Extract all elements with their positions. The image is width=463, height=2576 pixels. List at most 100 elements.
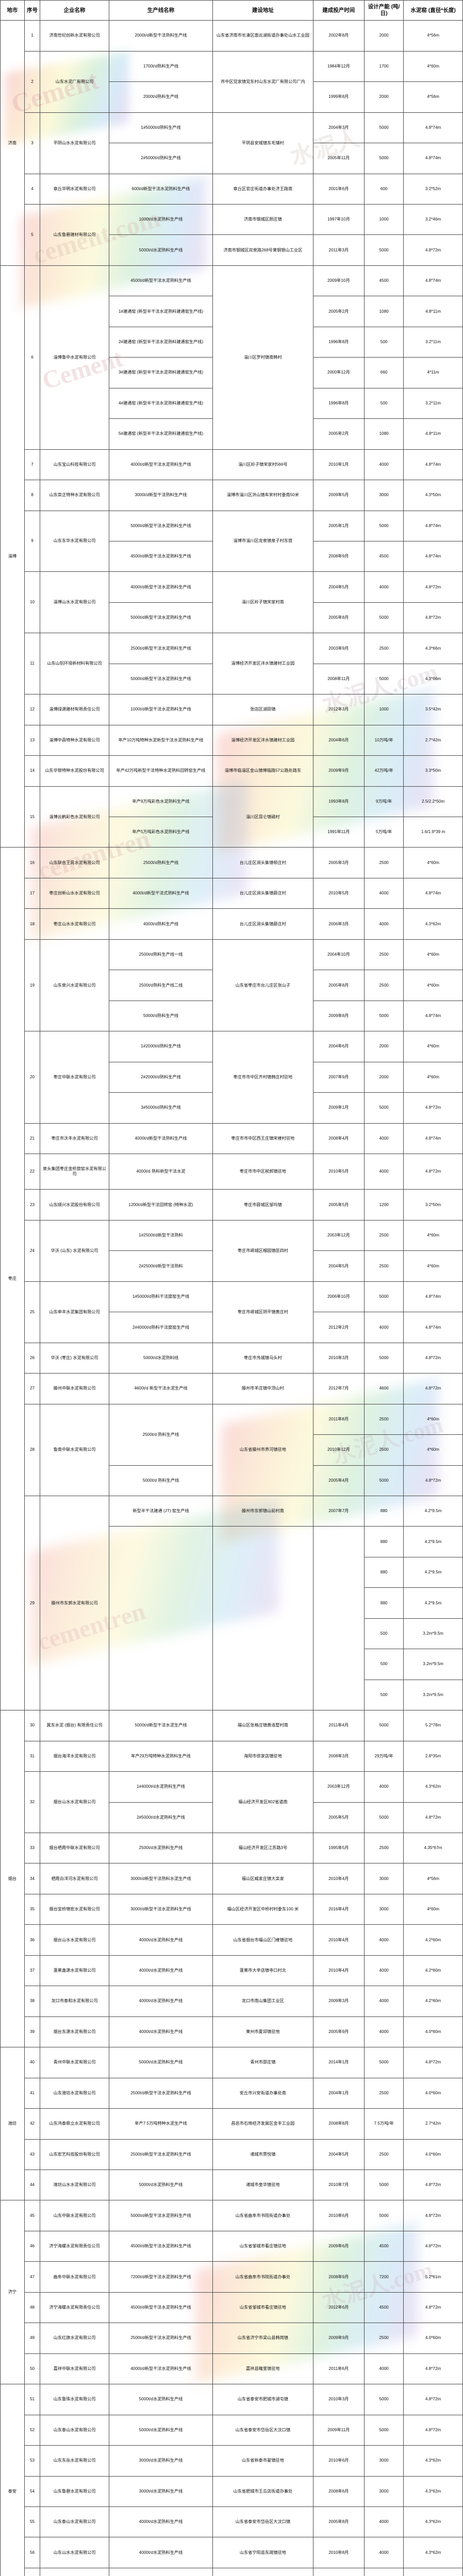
cell-kiln-size: 4*60m xyxy=(403,939,463,971)
cell-address: 山东省曲阜市书院街道办事处 xyxy=(212,2200,313,2231)
cell-address: 淄川区昆仑镇磁村 xyxy=(212,786,313,848)
cell-production-line: 4000t/d 熟料新型干法水泥 xyxy=(108,1154,213,1190)
cell-kiln-size: 4*60m xyxy=(403,1219,463,1251)
cell-index: 32 xyxy=(24,1771,41,1833)
cell-capacity: 2500 xyxy=(364,2323,404,2354)
cell-kiln-size: 4.8*72m xyxy=(403,2384,463,2415)
cell-commission-date: 2010年4月 xyxy=(312,1924,365,1956)
table-row: 44 潍坊山水水泥有限公司 5000t/d水泥熟料生产线 诸城市皇华镇驻地 2010年7… xyxy=(1,2169,463,2201)
cell-enterprise-name: 烟台海洋水泥有限公司 xyxy=(40,1740,109,1772)
cell-production-line: 2#2500t/d新型干法熟料 xyxy=(108,1250,213,1282)
cell-production-line: 年产10万吨特种水泥新型干法水泥熟料生产线 xyxy=(108,724,213,756)
cell-index: 47 xyxy=(24,2261,41,2293)
cell-production-line: 2500t/d新型干法水泥熟料生产线 xyxy=(108,2139,213,2170)
table-row: 880 4.2*9.5m xyxy=(1,1556,463,1588)
cell-commission-date: 2004年6月 xyxy=(312,1031,365,1062)
cell-commission-date: 2008年8月 xyxy=(312,2108,365,2140)
cell-address: 台儿庄区涧头集镇薛庄村 xyxy=(212,908,313,940)
cell-production-line: 5000t/d水泥熟料生产线 xyxy=(108,234,213,266)
header-production-line: 生产线名称 xyxy=(108,0,213,21)
cell-index: 31 xyxy=(24,1740,41,1772)
cell-kiln-size: 5.2*78m xyxy=(403,1710,463,1741)
cell-address: 昌邑市石埠经济发展区金丰工业园 xyxy=(212,2108,313,2140)
cell-enterprise-name: 华沃 (枣庄) 水泥有限公司 xyxy=(40,1342,109,1374)
cell-kiln-size: 4.8*72m xyxy=(403,2047,463,2078)
cell-address: 福山区臧家庄镇大栾家 xyxy=(212,1863,313,1894)
header-capacity: 设计产能 (吨/日) xyxy=(364,0,404,21)
cell-address: 淄博市临淄区金山镇博临路57公路处路东 xyxy=(212,755,313,787)
cell-kiln-size: 2.5/2.2*50m xyxy=(403,786,463,818)
table-row: 50 嘉祥中联水泥有限公司 4000t/d新型干法水泥熟料生产线 嘉祥县疃里镇驻地 20… xyxy=(1,2353,463,2385)
cell-kiln-size: 4.8*74m xyxy=(403,112,463,144)
cell-index: 18 xyxy=(24,908,41,940)
cell-production-line: 2000t/d熟料生产线 xyxy=(108,81,213,113)
cell-capacity: 5000 xyxy=(364,2200,404,2231)
cell-production-line: 4000t/d水泥熟料生产线 xyxy=(108,2016,213,2048)
cell-capacity: 880 xyxy=(364,1587,404,1619)
cell-production-line: 5000t/d水泥熟料生产线 xyxy=(108,2169,213,2201)
cell-commission-date xyxy=(312,1526,365,1711)
cell-production-line: 新型半干法建通 (JT) 窑生产线 xyxy=(108,1495,213,1527)
cell-address: 山东省泰安市肥城市湖屯镇 xyxy=(212,2384,313,2415)
cell-capacity: 7.5万吨/年 xyxy=(364,2108,404,2140)
cell-capacity: 1080 xyxy=(364,296,404,327)
cell-production-line: 2500t/d水泥熟料生产线 xyxy=(108,1832,213,1864)
cell-production-line: 2500t/d熟料生产线一线 xyxy=(108,939,213,971)
cell-index: 7 xyxy=(24,449,41,481)
cell-capacity: 5000 xyxy=(364,2384,404,2415)
table-row: 41 山东潍坊水泥有限公司 2500t/d新型干法水泥熟料生产线 安丘市兴安街道办事处… xyxy=(1,2077,463,2109)
cell-production-line: 4500t/d新型干法水泥熟料生产线 xyxy=(108,2230,213,2262)
table-row: 4#建通窑 (新型半干法水泥熟料建通窑生产线) 1996年8月 500 3.2*11m xyxy=(1,387,463,419)
cell-commission-date: 2005年8月 xyxy=(312,2506,365,2538)
cell-kiln-size: 4.8*72m xyxy=(403,1092,463,1124)
cell-commission-date: 2009年11月 xyxy=(312,2414,365,2446)
cell-production-line: 4500t/d新型干法水泥熟料生产线 xyxy=(108,540,213,572)
cell-index: 30 xyxy=(24,1710,41,1741)
cell-production-line: 2#建通窑 (新型半干法水泥熟料建通窑生产线) xyxy=(108,326,213,358)
cell-commission-date: 2008年4月 xyxy=(312,1123,365,1155)
cell-kiln-size: 4*56m xyxy=(403,20,463,52)
cell-capacity: 5000 xyxy=(364,663,404,695)
table-row: 14 山东华银特种水泥股份有限公司 年产42万吨新型干法特种水泥熟料回转窑生产线 淄博… xyxy=(1,755,463,787)
cell-production-line: 2#2000t/d熟料生产线 xyxy=(108,1061,213,1093)
cell-commission-date: 2004年3月 xyxy=(312,112,365,144)
cell-enterprise-name: 山东华银特种水泥股份有限公司 xyxy=(40,755,109,787)
cell-kiln-size: 3.2*11m xyxy=(403,326,463,358)
cell-enterprise-name: 华沃 (山东) 水泥有限公司 xyxy=(40,1219,109,1282)
cell-kiln-size: 2.8*35m xyxy=(403,1740,463,1772)
cell-kiln-size: 4.8*74m xyxy=(403,449,463,481)
cell-enterprise-name: 山东联合王晁水泥有限公司 xyxy=(40,847,109,878)
cell-address: 山东省烟台市福山区门楼镇驻地 xyxy=(212,1924,313,1956)
cell-kiln-size: 4.8*74m xyxy=(403,265,463,297)
cell-commission-date: 2007年5月 xyxy=(312,2567,365,2576)
table-row: 26 华沃 (枣庄) 水泥有限公司 5000t/d水泥熟料线 枣庄市凫城镇马头村 201… xyxy=(1,1342,463,1374)
cell-index: 44 xyxy=(24,2169,41,2201)
cell-production-line: 1#2500t/d新型干法熟料 xyxy=(108,1219,213,1251)
cell-kiln-size: 4.2*60m xyxy=(403,1986,463,2017)
cell-kiln-size: 5.2*61m xyxy=(403,2261,463,2293)
cell-index: 48 xyxy=(24,2292,41,2324)
cell-city: 济宁 xyxy=(0,2200,25,2385)
cell-commission-date: 2009年9月 xyxy=(312,755,365,787)
cell-address: 山东省枣庄市台儿庄区张山子 xyxy=(212,939,313,1032)
table-header-row: 地市 序号 企业名称 生产线名称 建设地址 建成投产时间 设计产能 (吨/日) … xyxy=(0,0,463,21)
cell-capacity: 4000 xyxy=(364,908,404,940)
table-row: 35 烟台宝桥锦宏水泥有限公司 3000t/d新型干法水泥熟料生产线 福山区经济开发区… xyxy=(1,1893,463,1925)
cell-commission-date: 2009年8月 xyxy=(312,1000,365,1032)
cell-production-line: 4#建通窑 (新型半干法水泥熟料建通窑生产线) xyxy=(108,387,213,419)
cell-production-line xyxy=(108,1526,213,1711)
cell-commission-date: 2011年8月 xyxy=(312,1403,365,1435)
cell-index: 37 xyxy=(24,1955,41,1987)
cell-production-line: 5000t/d新型干法水泥生产线 xyxy=(108,1710,213,1741)
cell-commission-date: 2008年11月 xyxy=(312,663,365,695)
cell-kiln-size: 4.8*74m xyxy=(403,510,463,541)
cell-commission-date: 2007年7月 xyxy=(312,1495,365,1527)
table-row: 34 栖霞白洋河水泥有限公司 3000t/d新型干法熟料水泥生产线 福山区臧家庄镇大栾… xyxy=(1,1863,463,1894)
table-row: 20 枣庄中联水泥有限公司 1#2000t/d熟料生产线 枣庄市市中区齐村镇韩庄村驻地… xyxy=(1,1031,463,1124)
cell-kiln-size: 4.3*62m xyxy=(403,2537,463,2568)
cell-enterprise-name: 山东水泥厂有限公司 xyxy=(40,50,109,113)
cell-commission-date: 2012年3月 xyxy=(312,694,365,725)
header-enterprise: 企业名称 xyxy=(40,0,109,21)
cell-index: 35 xyxy=(24,1893,41,1925)
cell-enterprise-name: 烟台山水水泥有限公司 xyxy=(40,1924,109,1956)
